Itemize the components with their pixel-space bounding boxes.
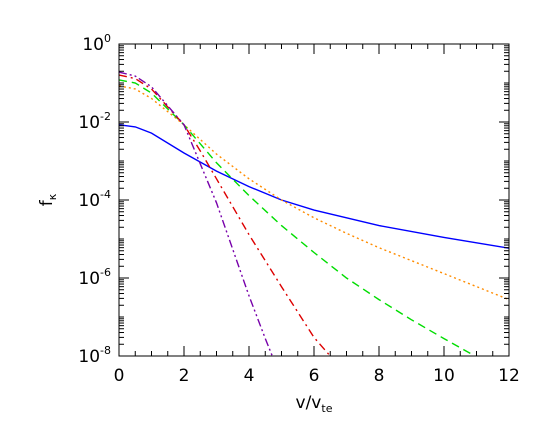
x-tick-label: 6 xyxy=(309,366,320,386)
y-tick-label: 100 xyxy=(82,32,111,55)
y-tick-label: 10-2 xyxy=(78,110,111,133)
plot-area xyxy=(119,71,509,356)
y-tick-label: 10-4 xyxy=(78,188,111,211)
x-tick-label: 10 xyxy=(433,366,455,386)
series-line-3 xyxy=(119,79,477,356)
y-axis-label: fκ xyxy=(37,193,59,206)
x-axis-label-main: v/v xyxy=(296,393,322,413)
x-tick-label: 2 xyxy=(179,366,190,386)
x-axis-label-subscript: te xyxy=(321,402,332,415)
axes: 0 2 4 6 8 10 12 10-8 10-6 10-4 10-2 100 xyxy=(78,32,519,386)
y-axis-label-subscript: κ xyxy=(46,193,59,200)
y-tick-label: 10-8 xyxy=(78,344,111,367)
x-tick-label: 8 xyxy=(374,366,385,386)
series-line-5 xyxy=(119,71,274,356)
plot-frame xyxy=(118,43,510,357)
x-tick-label: 0 xyxy=(114,366,125,386)
x-tick-label: 12 xyxy=(498,366,520,386)
series-line-4 xyxy=(119,74,332,356)
y-tick-label: 10-6 xyxy=(78,266,111,289)
x-axis-label: v/vte xyxy=(296,393,333,415)
series-line-2 xyxy=(119,85,509,301)
series-group xyxy=(119,71,509,356)
series-line-1 xyxy=(119,124,509,249)
y-axis-label-main: f xyxy=(37,199,57,206)
x-tick-label: 4 xyxy=(244,366,255,386)
